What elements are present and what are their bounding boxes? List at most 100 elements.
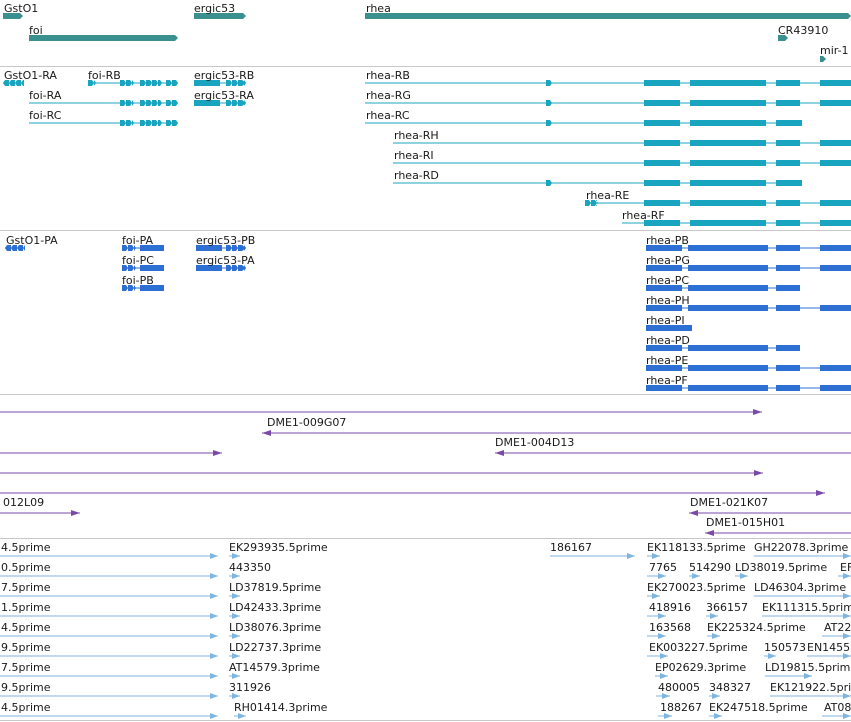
transcript-exon-chevron — [152, 100, 158, 106]
transcript-arrowhead — [174, 100, 178, 106]
transcript-exon-chevron — [120, 80, 126, 86]
feature-label: rhea-RI — [394, 149, 434, 162]
feature-label: rhea-PC — [646, 274, 690, 287]
feature-label: EK225324.5prime — [707, 621, 806, 634]
track-separator — [0, 394, 851, 395]
est-arrowhead — [210, 613, 218, 619]
protein-exon — [820, 385, 851, 391]
feature-label: rhea — [366, 2, 391, 15]
feature-label: rhea-RF — [622, 209, 665, 222]
transcript-exon-chevron — [591, 200, 597, 206]
feature-label: AT08 — [824, 701, 851, 714]
protein-arrowhead — [242, 245, 246, 251]
transcript-exon — [820, 220, 851, 226]
est-arrowhead — [652, 553, 660, 559]
track-separator — [0, 230, 851, 231]
gene-track[interactable]: GstO1 foi ergic53 rhea CR43910 mir-1 — [0, 0, 851, 66]
transcript-exon-chevron — [546, 120, 552, 126]
protein-exon-chevron — [226, 245, 232, 251]
transcript-arrowhead — [847, 80, 851, 86]
protein-features[interactable] — [0, 0, 851, 394]
est-arrowhead — [843, 713, 851, 719]
feature-label: rhea-RH — [394, 129, 439, 142]
gene-bar — [3, 13, 23, 19]
transcript-arrowhead — [847, 220, 851, 226]
transcript-arrowhead — [847, 140, 851, 146]
transcript-exon-chevron — [546, 100, 552, 106]
clone-arrowhead — [262, 430, 271, 436]
protein-exon — [820, 245, 851, 251]
feature-label: DME1-015H01 — [706, 516, 786, 529]
feature-label: AT14579.3prime — [229, 661, 320, 674]
est-arrowhead — [692, 573, 700, 579]
transcript-exon-chevron — [21, 80, 24, 86]
transcript-exon — [644, 100, 680, 106]
transcript-exon-chevron — [152, 80, 158, 86]
feature-label: DME1-004D13 — [495, 436, 575, 449]
transcript-exon-chevron — [226, 100, 232, 106]
transcript-exon — [776, 160, 800, 166]
transcript-arrowhead — [847, 160, 851, 166]
transcript-exon-chevron — [166, 120, 172, 126]
est-arrowhead — [843, 613, 851, 619]
protein-exon — [688, 265, 768, 271]
feature-label: 7.5prime — [1, 581, 51, 594]
protein-exon-chevron — [128, 245, 134, 251]
transcript-exon-chevron — [146, 80, 152, 86]
feature-label: LD19815.5prime — [765, 661, 851, 674]
transcript-exon — [776, 180, 802, 186]
transcript-exon-chevron — [120, 120, 126, 126]
transcript-exon — [820, 100, 851, 106]
est-arrowhead — [843, 653, 851, 659]
transcript-exon-chevron — [132, 120, 134, 126]
feature-label: 4.5prime — [1, 541, 51, 554]
transcript-arrowhead — [847, 200, 851, 206]
transcript-exon — [820, 160, 851, 166]
transcript-exon-chevron — [15, 80, 21, 86]
est-arrowhead — [843, 693, 851, 699]
feature-label: EK118133.5prime — [647, 541, 746, 554]
est-arrowhead — [714, 713, 722, 719]
feature-label: 348327 — [709, 681, 751, 694]
protein-arrowhead — [847, 305, 851, 311]
transcript-exon-chevron — [126, 100, 132, 106]
transcript-exon-chevron — [158, 120, 162, 126]
transcript-arrowhead — [798, 180, 802, 186]
est-arrowhead — [627, 553, 635, 559]
feature-label: 9.5prime — [1, 681, 51, 694]
protein-arrowhead — [796, 345, 800, 351]
protein-arrowhead — [160, 245, 164, 251]
protein-exon-chevron — [232, 265, 238, 271]
feature-label: rhea-PG — [646, 254, 690, 267]
feature-label: foi — [29, 24, 43, 37]
est-arrowhead — [768, 653, 776, 659]
protein-arrowhead — [688, 325, 692, 331]
transcript-exon-chevron — [166, 80, 172, 86]
clone-track[interactable]: DME1-009G07 DME1-004D13 012L09 DME1-021K07 D… — [0, 0, 851, 538]
gene-bar — [778, 35, 788, 41]
est-arrowhead — [232, 673, 240, 679]
feature-label: ergic53 — [194, 2, 236, 15]
est-arrowhead — [238, 713, 246, 719]
clone-features[interactable] — [0, 0, 851, 538]
transcript-arrowhead — [174, 80, 178, 86]
feature-label: 480005 — [658, 681, 700, 694]
protein-exon-chevron — [232, 245, 238, 251]
transcript-track[interactable]: GstO1-RA foi-RB ergic53-RB foi-RA ergic53-RA… — [0, 0, 851, 230]
protein-exon-chevron — [122, 265, 128, 271]
transcript-exon-chevron — [596, 200, 598, 206]
protein-exon — [688, 385, 768, 391]
feature-label: EN1455 — [807, 641, 851, 654]
transcript-exon-chevron — [146, 100, 152, 106]
gene-features[interactable] — [0, 0, 851, 66]
feature-label: 150573 — [764, 641, 806, 654]
transcript-exon-chevron — [140, 80, 146, 86]
est-arrowhead — [210, 713, 218, 719]
transcript-features[interactable] — [0, 0, 851, 230]
feature-label: foi-PC — [122, 254, 154, 267]
protein-exon-chevron — [128, 285, 134, 291]
protein-track[interactable]: GstO1-PA foi-PA ergic53-PB foi-PC ergic53-PA… — [0, 0, 851, 394]
